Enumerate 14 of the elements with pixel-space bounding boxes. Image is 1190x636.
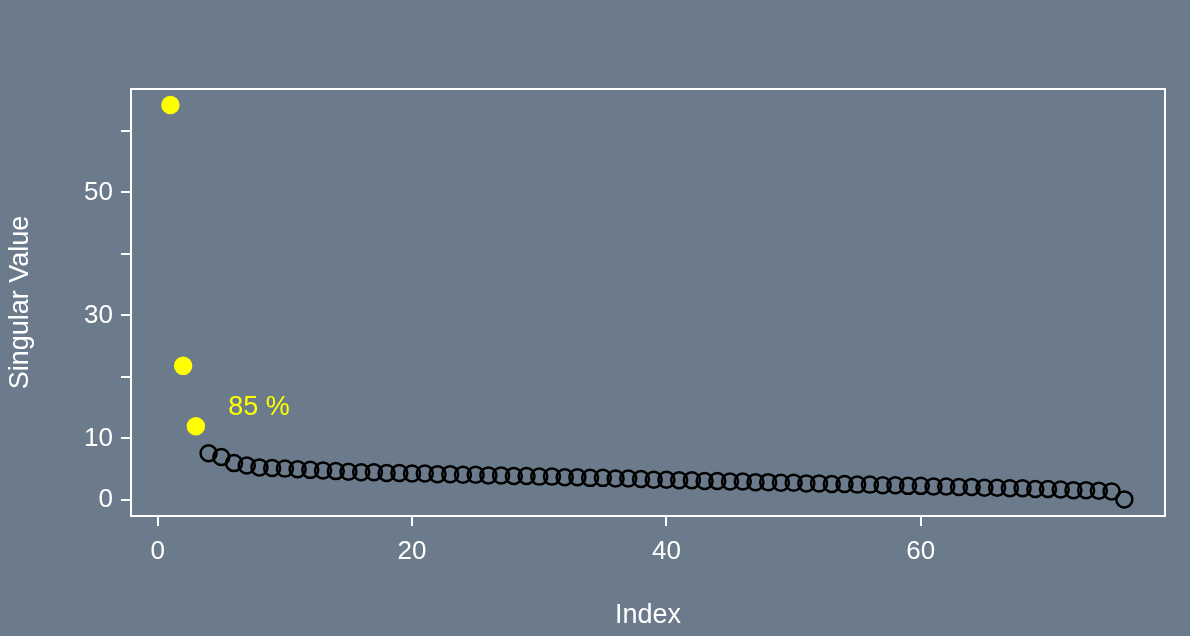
y-axis-title: Singular Value (3, 215, 34, 390)
x-tick-label: 40 (651, 534, 681, 565)
x-axis-title: Index (614, 599, 682, 630)
point (186, 416, 206, 436)
y-tick-label: 10 (84, 421, 113, 452)
point (173, 356, 193, 376)
x-tick-label: 20 (397, 534, 427, 565)
x-tick-label: 0 (150, 534, 165, 565)
annotation: 85 % (228, 391, 290, 422)
y-tick-label: 0 (98, 483, 113, 514)
y-tick-label: 30 (84, 298, 113, 329)
y-tick-label: 50 (84, 175, 113, 206)
point (161, 95, 180, 115)
x-tick-label: 60 (906, 534, 936, 565)
